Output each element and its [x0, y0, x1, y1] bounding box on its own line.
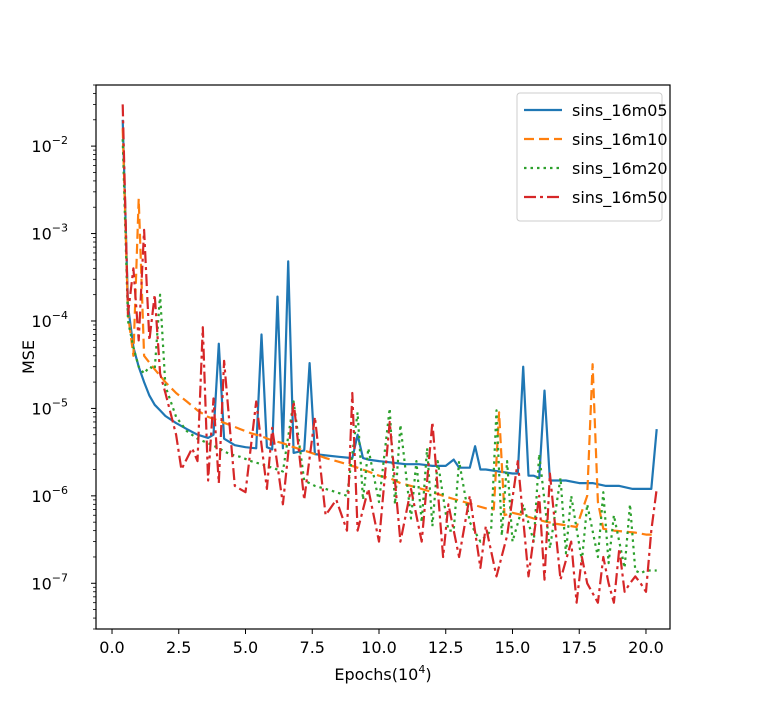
- y-axis: 10−7 10−6 10−5 10−4 10−3 10−2: [31, 84, 96, 630]
- y-tick-label: 10−5: [31, 396, 68, 418]
- x-axis: 0.0 2.5 5.0 7.5 10.0 12.5 15.0 17.5 20.0: [99, 629, 664, 657]
- legend-label-sins_16m10: sins_16m10: [572, 130, 668, 150]
- y-tick-label: 10−2: [31, 134, 68, 156]
- x-tick-label: 15.0: [495, 638, 531, 657]
- y-axis-label: MSE: [19, 340, 38, 374]
- legend: sins_16m05 sins_16m10 sins_16m20 sins_16m50: [516, 92, 668, 222]
- x-tick-label: 12.5: [428, 638, 464, 657]
- series-layer: [121, 104, 658, 604]
- x-tick-label: 5.0: [233, 638, 258, 657]
- x-tick-label: 7.5: [300, 638, 325, 657]
- legend-box: [516, 92, 663, 222]
- legend-label-sins_16m20: sins_16m20: [572, 159, 668, 179]
- x-axis-label: Epochs(104): [334, 663, 431, 684]
- legend-label-sins_16m05: sins_16m05: [572, 101, 668, 121]
- y-tick-label: 10−3: [31, 222, 68, 244]
- plot-frame: [95, 84, 671, 630]
- x-tick-label: 17.5: [561, 638, 597, 657]
- series-line-sins_16m50: [121, 104, 658, 604]
- legend-label-sins_16m50: sins_16m50: [572, 188, 668, 208]
- x-tick-label: 20.0: [628, 638, 664, 657]
- y-tick-label: 10−7: [31, 571, 68, 593]
- x-tick-label: 0.0: [99, 638, 124, 657]
- y-tick-label: 10−4: [31, 309, 68, 331]
- x-tick-label: 2.5: [166, 638, 191, 657]
- x-tick-label: 10.0: [361, 638, 397, 657]
- y-tick-label: 10−6: [31, 484, 68, 506]
